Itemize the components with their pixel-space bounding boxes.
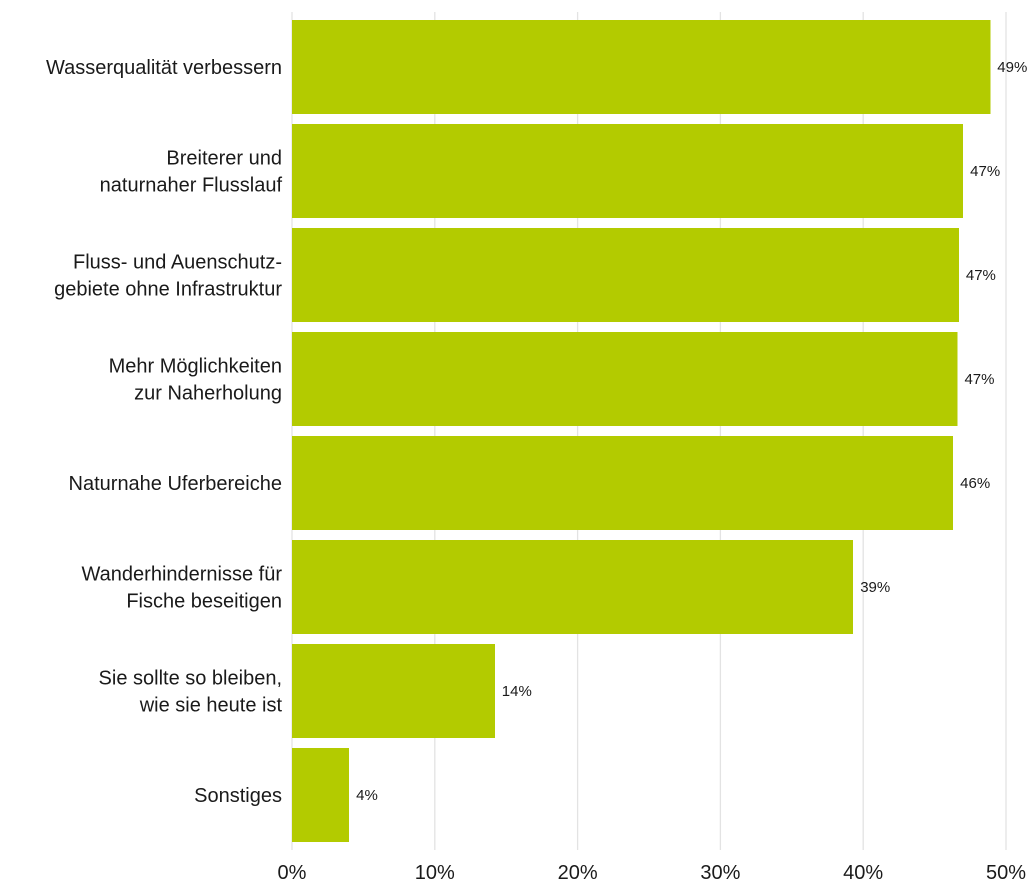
category-label-line: wie sie heute ist [139, 695, 283, 717]
category-labels: Wasserqualität verbessern Breiterer und na… [46, 57, 282, 807]
category-label-line: Fische beseitigen [126, 591, 282, 613]
category-label-line: Wanderhindernisse für [82, 564, 283, 586]
bar-1 [292, 20, 991, 114]
bar-8 [292, 748, 350, 842]
category-label-line: gebiete ohne Infrastruktur [54, 279, 282, 301]
bar-5 [292, 436, 954, 530]
value-label-8: 4% [356, 787, 378, 804]
bar-3 [292, 228, 959, 322]
category-label-5: Naturnahe Uferbereiche [69, 473, 282, 495]
bar-6 [292, 540, 854, 634]
x-tick-label-10: 10% [415, 862, 455, 884]
category-label-3: Fluss- und Auenschutz-gebiete ohne Infra… [54, 252, 282, 301]
value-label-6: 39% [860, 579, 890, 596]
value-label-3: 47% [966, 267, 996, 284]
x-tick-label-20: 20% [558, 862, 598, 884]
x-tick-label-40: 40% [843, 862, 883, 884]
category-label-7: Sie sollte so bleiben, wie sie heute ist [99, 668, 283, 717]
x-tick-label-0: 0% [278, 862, 307, 884]
value-label-5: 46% [960, 475, 990, 492]
value-label-4: 47% [964, 371, 994, 388]
value-label-1: 49% [997, 59, 1027, 76]
value-labels: 49% 47% 47% 47% 46% 39% 14% 4% [356, 59, 1027, 804]
bars [292, 20, 991, 842]
bar-4 [292, 332, 958, 426]
category-label-line: zur Naherholung [134, 383, 282, 405]
x-tick-label-50: 50% [986, 862, 1026, 884]
category-label-line: Sonstiges [194, 785, 282, 807]
category-label-4: Mehr Möglichkeiten zur Naherholung [109, 356, 282, 405]
bar-2 [292, 124, 964, 218]
category-label-line: Naturnahe Uferbereiche [69, 473, 282, 495]
category-label-8: Sonstiges [194, 785, 282, 807]
category-label-line: Mehr Möglichkeiten [109, 356, 282, 378]
bar-7 [292, 644, 495, 738]
category-label-line: Fluss- und Auenschutz- [73, 252, 282, 274]
category-label-1: Wasserqualität verbessern [46, 57, 282, 79]
x-axis-tick-labels: 0% 10% 20% 30% 40% 50% [278, 862, 1027, 884]
value-label-7: 14% [502, 683, 532, 700]
category-label-line: naturnaher Flusslauf [100, 175, 283, 197]
category-label-line: Breiterer und [166, 148, 282, 170]
x-tick-label-30: 30% [700, 862, 740, 884]
category-label-line: Sie sollte so bleiben, [99, 668, 282, 690]
category-label-2: Breiterer und naturnaher Flusslauf [100, 148, 283, 197]
value-label-2: 47% [970, 163, 1000, 180]
category-label-6: Wanderhindernisse für Fische beseitigen [82, 564, 283, 613]
category-label-line: Wasserqualität verbessern [46, 57, 282, 79]
